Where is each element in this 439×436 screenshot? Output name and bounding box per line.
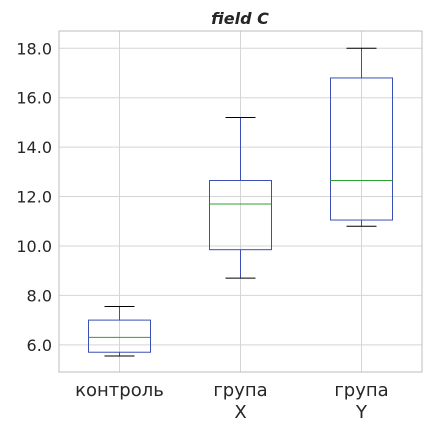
iqr-box [330, 77, 393, 221]
iqr-box [209, 179, 272, 251]
y-tick-label: 14.0 [16, 138, 52, 157]
x-tick-label: група Y [334, 380, 388, 423]
y-tick-label: 16.0 [16, 89, 52, 108]
iqr-box [88, 319, 151, 353]
x-tick-label-line: контроль [75, 380, 164, 401]
y-tick-label: 18.0 [16, 39, 52, 58]
axes-frame [58, 30, 423, 373]
x-tick-label: контроль [75, 380, 164, 401]
box-group [330, 47, 393, 227]
x-tick-label-line: Y [355, 402, 368, 423]
box-group [88, 306, 151, 357]
y-tick-label: 6.0 [27, 336, 52, 355]
box-layer [88, 47, 393, 357]
y-tick-label: 8.0 [27, 286, 52, 305]
chart-title: field C [211, 9, 269, 28]
x-tick-label-line: група [334, 380, 388, 401]
grid-layer [59, 31, 422, 372]
x-tick-label-line: група [213, 380, 267, 401]
x-tick-label: група X [213, 380, 267, 423]
x-tick-label-line: X [234, 402, 246, 423]
box-group [209, 116, 272, 279]
y-tick-label: 12.0 [16, 188, 52, 207]
y-tick-label: 10.0 [16, 237, 52, 256]
